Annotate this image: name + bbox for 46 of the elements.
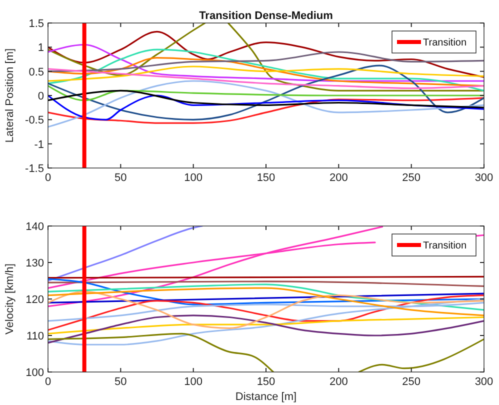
- line-series: [48, 287, 484, 316]
- line-series: [48, 278, 484, 306]
- y-axis-title: Lateral Position [m]: [4, 48, 16, 143]
- line-series: [48, 90, 484, 108]
- x-tick-label: 150: [256, 376, 276, 388]
- line-series: [48, 64, 484, 120]
- line-series: [48, 298, 484, 346]
- y-tick-label: 120: [26, 294, 44, 306]
- y-tick-label: 110: [26, 330, 44, 342]
- y-tick-label: -1: [34, 138, 44, 151]
- y-tick-label: -1.5: [25, 163, 44, 175]
- chart-title: Transition Dense-Medium: [199, 10, 334, 22]
- legend-label: Transition: [423, 240, 467, 252]
- line-series: [48, 316, 484, 334]
- x-axis-title: Distance [m]: [235, 391, 297, 403]
- x-tick-label: 50: [114, 172, 127, 184]
- line-series: [48, 66, 484, 82]
- y-tick-label: 140: [26, 221, 44, 233]
- y-tick-label: 1.5: [28, 18, 44, 30]
- y-tick-label: 130: [26, 258, 44, 270]
- x-tick-label: 200: [329, 376, 348, 388]
- y-tick-label: 100: [26, 367, 44, 379]
- legend-label: Transition: [423, 38, 467, 48]
- line-series: [48, 80, 484, 128]
- line-series: [48, 226, 203, 282]
- x-tick-label: 300: [474, 376, 494, 388]
- x-tick-label: 150: [256, 172, 276, 184]
- line-series: [48, 314, 484, 344]
- line-series: [48, 85, 484, 102]
- line-series: [48, 68, 484, 90]
- x-tick-label: 200: [329, 172, 348, 184]
- y-tick-label: 0: [38, 90, 44, 102]
- line-series: [48, 48, 484, 92]
- x-tick-label: 250: [402, 172, 421, 184]
- line-series: [48, 284, 484, 311]
- x-tick-label: 100: [184, 376, 203, 388]
- x-tick-label: 250: [402, 376, 421, 388]
- y-tick-label: 1: [38, 42, 44, 54]
- line-series: [48, 51, 484, 72]
- y-tick-label: -0.5: [25, 114, 44, 127]
- y-tick-label: 0.5: [28, 66, 44, 78]
- line-series: [48, 30, 484, 78]
- x-tick-label: 50: [114, 376, 127, 388]
- x-tick-label: 100: [184, 172, 203, 184]
- x-tick-label: 300: [474, 172, 494, 184]
- y-axis-title: Velocity [km/h]: [4, 264, 16, 334]
